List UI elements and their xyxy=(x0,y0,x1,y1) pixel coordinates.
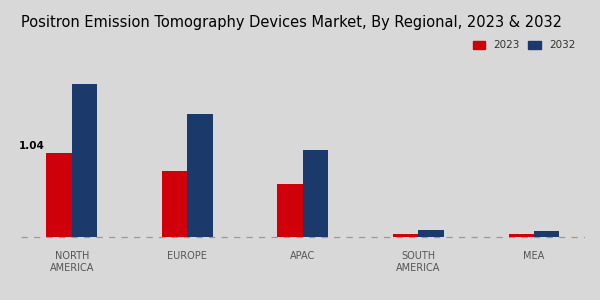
Text: 1.04: 1.04 xyxy=(19,141,45,151)
Bar xyxy=(534,231,559,237)
Bar xyxy=(162,171,187,237)
Bar xyxy=(509,234,534,237)
Legend: 2023, 2032: 2023, 2032 xyxy=(469,36,580,55)
Bar xyxy=(187,114,213,237)
Text: Positron Emission Tomography Devices Market, By Regional, 2023 & 2032: Positron Emission Tomography Devices Mar… xyxy=(20,15,562,30)
Bar xyxy=(303,150,328,237)
Bar xyxy=(72,84,97,237)
Bar xyxy=(418,230,444,237)
Bar xyxy=(46,153,72,237)
Bar xyxy=(277,184,303,237)
Bar xyxy=(393,234,418,237)
